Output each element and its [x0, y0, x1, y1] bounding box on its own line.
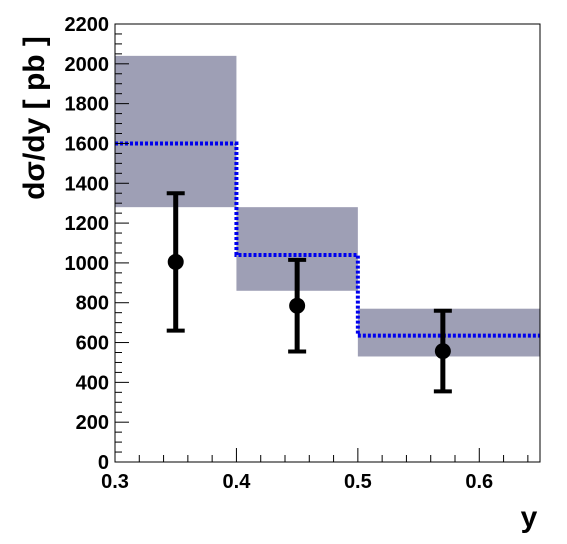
y-tick-label: 400	[76, 372, 109, 394]
y-tick-label: 2000	[65, 54, 110, 76]
y-tick-label: 1000	[65, 253, 110, 275]
y-tick-label: 600	[76, 333, 109, 355]
y-tick-label: 0	[98, 452, 109, 474]
y-tick-label: 200	[76, 412, 109, 434]
data-marker	[434, 343, 451, 360]
y-tick-label: 1200	[65, 213, 110, 235]
x-tick-label: 0.6	[465, 471, 493, 493]
band-bin-1	[115, 55, 237, 208]
axis-ticks	[114, 23, 529, 463]
data-point-2	[288, 257, 307, 354]
model-step-line	[115, 141, 540, 338]
data-point-1	[166, 191, 185, 333]
data-point-3	[433, 308, 452, 394]
y-tick-label: 800	[76, 293, 109, 315]
x-tick-label: 0.4	[223, 471, 252, 493]
model-step-histogram	[115, 141, 540, 338]
data-marker	[289, 297, 306, 314]
tick-labels: 0 200 400 600 800 1000 1200 1400 1600 1800 2000 220…	[65, 14, 494, 493]
y-tick-label: 1600	[65, 133, 110, 155]
data-marker	[167, 253, 184, 270]
y-tick-label: 2200	[65, 14, 110, 36]
y-tick-label: 1400	[65, 173, 110, 195]
y-axis-title: dσ/dy [ pb ]	[18, 36, 51, 200]
x-tick-label: 0.5	[344, 471, 372, 493]
uncertainty-bands	[115, 55, 540, 357]
y-tick-label: 1800	[65, 94, 110, 116]
data-points	[166, 191, 452, 394]
x-axis-title: y	[521, 501, 538, 534]
x-tick-label: 0.3	[101, 471, 129, 493]
